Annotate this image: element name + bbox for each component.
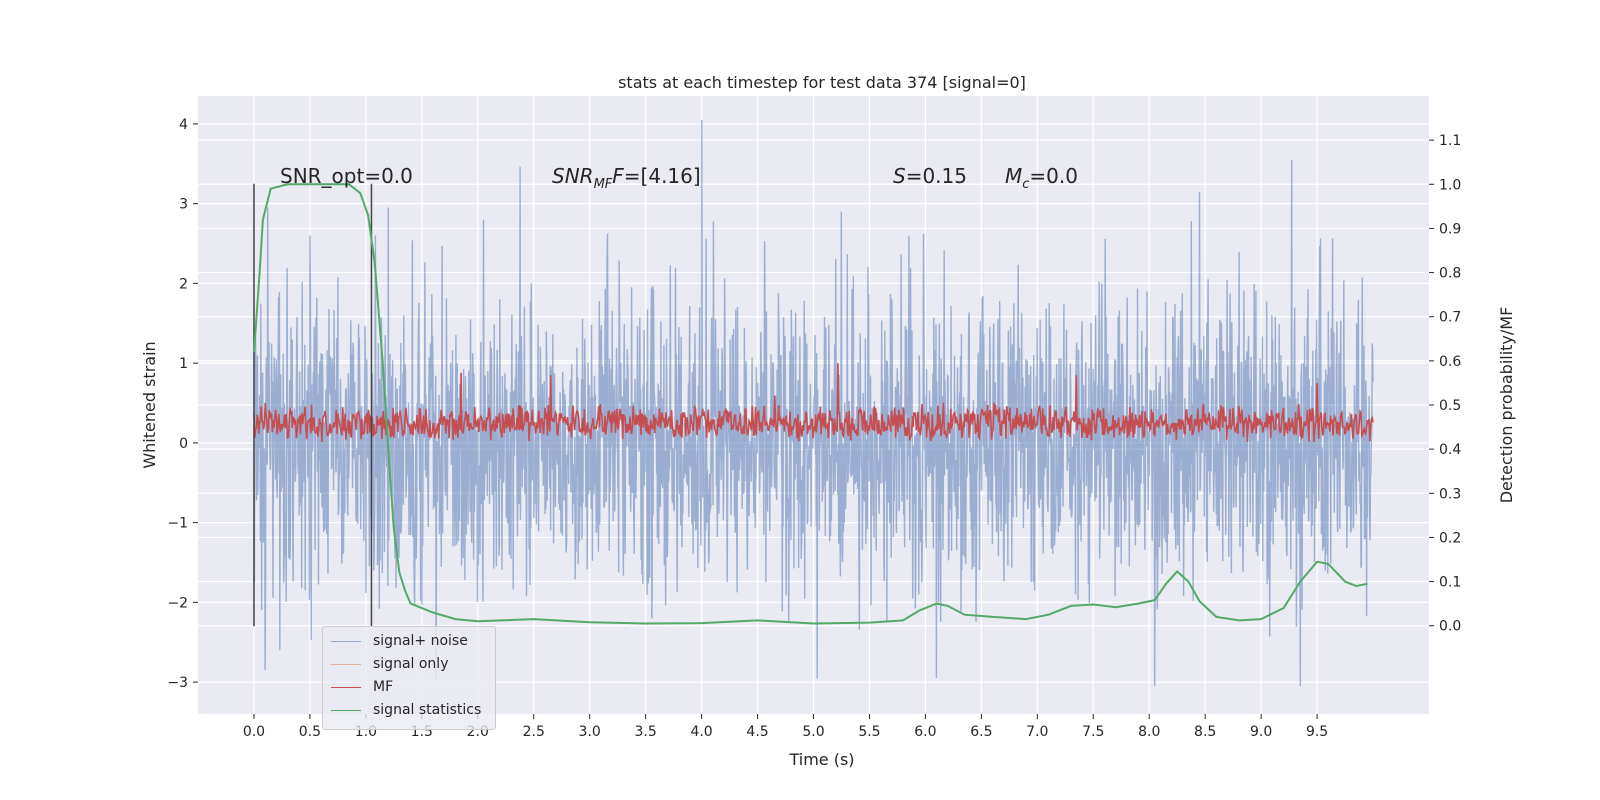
legend-item-signal-statistics: signal statistics bbox=[331, 700, 481, 720]
chart-title: stats at each timestep for test data 374… bbox=[618, 73, 1026, 92]
x-tick-label: 4.5 bbox=[746, 724, 768, 740]
y-axis-ticks: −3 −2 −1 0 1 2 3 4 bbox=[167, 117, 198, 691]
y-tick-label: 1 bbox=[179, 356, 188, 372]
signal-noise-line bbox=[253, 119, 1374, 687]
y-tick-label: −2 bbox=[167, 595, 188, 611]
x-tick-label: 7.0 bbox=[1026, 724, 1048, 740]
x-axis-label: Time (s) bbox=[788, 750, 854, 769]
y-tick-label: 3 bbox=[179, 197, 188, 213]
x-tick-label: 8.5 bbox=[1194, 724, 1216, 740]
y2-tick-label: 0.3 bbox=[1439, 486, 1461, 502]
x-tick-label: 5.0 bbox=[802, 724, 824, 740]
legend-label: MF bbox=[373, 679, 394, 695]
y2-tick-label: 0.8 bbox=[1439, 266, 1461, 282]
legend-item-signal-noise: signal+ noise bbox=[331, 631, 468, 651]
legend-swatch-mf bbox=[331, 686, 361, 688]
signal-statistics-series bbox=[253, 183, 1368, 625]
x-tick-label: 3.5 bbox=[635, 724, 657, 740]
y2-tick-label: 0.9 bbox=[1439, 221, 1461, 237]
x-tick-label: 2.5 bbox=[523, 724, 545, 740]
legend-item-mf: MF bbox=[331, 677, 393, 697]
legend-label: signal statistics bbox=[373, 702, 482, 718]
chart-legend: signal+ noise signal only MF signal stat… bbox=[322, 626, 496, 730]
x-tick-label: 3.0 bbox=[579, 724, 601, 740]
y2-tick-label: 0.5 bbox=[1439, 398, 1461, 414]
x-tick-label: 0.5 bbox=[299, 724, 321, 740]
snr-opt-annotation: SNR_opt=0.0 bbox=[280, 164, 413, 188]
mf-series bbox=[253, 363, 1374, 443]
legend-swatch-signal-statistics bbox=[331, 709, 361, 711]
x-tick-label: 9.0 bbox=[1250, 724, 1272, 740]
snr-mf-annotation: SNRMFF=[4.16] bbox=[552, 164, 701, 192]
y2-tick-label: 0.4 bbox=[1439, 442, 1461, 458]
y2-tick-label: 1.1 bbox=[1439, 133, 1461, 149]
y2-axis-label: Detection probability/MF bbox=[1497, 307, 1516, 504]
y-tick-label: −3 bbox=[167, 675, 188, 691]
y-tick-label: −1 bbox=[167, 516, 188, 532]
x-tick-label: 8.0 bbox=[1138, 724, 1160, 740]
x-tick-label: 4.0 bbox=[690, 724, 712, 740]
legend-label: signal only bbox=[373, 656, 449, 672]
y-axis-label: Whitened strain bbox=[140, 341, 159, 468]
mc-annotation: Mc=0.0 bbox=[1005, 164, 1078, 192]
x-tick-label: 6.0 bbox=[914, 724, 936, 740]
x-tick-label: 9.5 bbox=[1306, 724, 1328, 740]
y2-tick-label: 0.7 bbox=[1439, 310, 1461, 326]
x-tick-label: 0.0 bbox=[243, 724, 265, 740]
y2-axis-ticks: 0.0 0.1 0.2 0.3 0.4 0.5 0.6 0.7 0.8 0.9 1.0 1.1 bbox=[1429, 133, 1461, 635]
y2-tick-label: 0.6 bbox=[1439, 354, 1461, 370]
y2-tick-label: 0.2 bbox=[1439, 530, 1461, 546]
y-tick-label: 2 bbox=[179, 276, 188, 292]
marker-lines bbox=[253, 183, 373, 627]
y2-tick-label: 0.1 bbox=[1439, 575, 1461, 591]
s-annotation: S=0.15 bbox=[893, 164, 967, 188]
x-tick-label: 5.5 bbox=[858, 724, 880, 740]
legend-label: signal+ noise bbox=[373, 633, 468, 649]
signal-statistics-line bbox=[253, 183, 1368, 625]
x-tick-label: 6.5 bbox=[970, 724, 992, 740]
legend-item-signal-only: signal only bbox=[331, 654, 448, 674]
y2-tick-label: 0.0 bbox=[1439, 619, 1461, 635]
y-tick-label: 0 bbox=[179, 436, 188, 452]
y-tick-label: 4 bbox=[179, 117, 188, 133]
legend-swatch-signal-noise bbox=[331, 640, 361, 642]
y2-tick-label: 1.0 bbox=[1439, 177, 1461, 193]
legend-swatch-signal-only bbox=[331, 663, 361, 665]
mf-line bbox=[253, 363, 1374, 443]
x-tick-label: 7.5 bbox=[1082, 724, 1104, 740]
signal-noise-series bbox=[253, 119, 1374, 687]
